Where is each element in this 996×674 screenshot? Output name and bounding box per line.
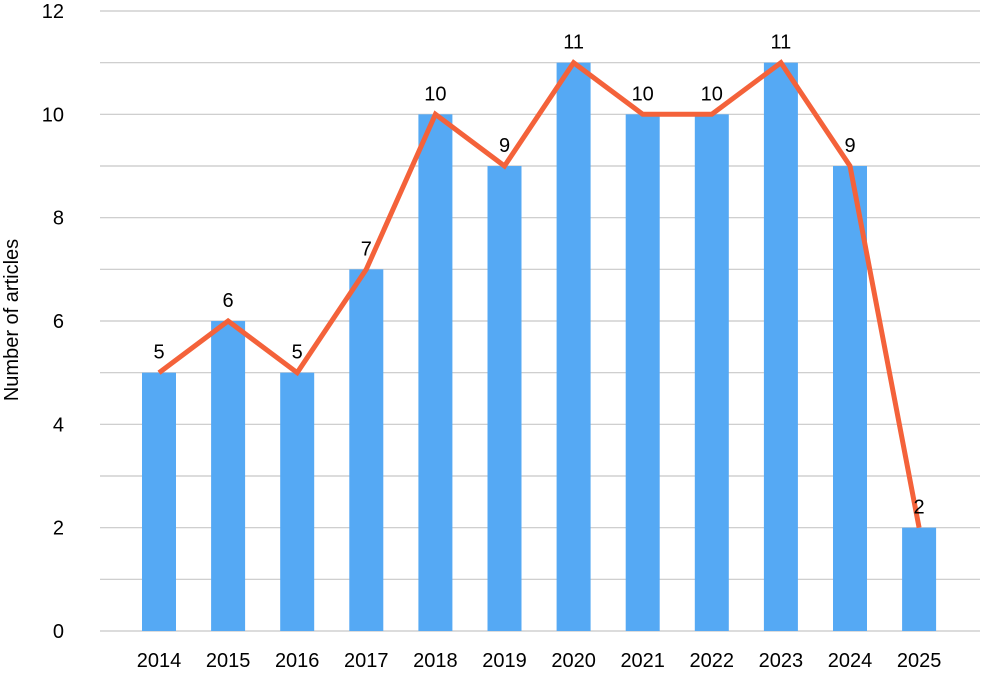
data-labels: 5 6 5 7 10 9 11 10 10 11 9 2 bbox=[153, 32, 924, 519]
x-tick-label-2014: 2014 bbox=[137, 650, 182, 672]
bar-2014 bbox=[142, 372, 176, 631]
data-label-2020: 11 bbox=[563, 32, 584, 54]
bar-2015 bbox=[211, 321, 246, 631]
x-tick-label-2024: 2024 bbox=[828, 650, 873, 672]
y-tick-label: 4 bbox=[53, 414, 64, 436]
x-tick-label-2017: 2017 bbox=[344, 650, 389, 672]
data-label-2019: 9 bbox=[499, 135, 510, 157]
bars bbox=[142, 62, 937, 632]
bar-2021 bbox=[625, 114, 660, 632]
bar-2017 bbox=[349, 269, 384, 631]
data-label-2014: 5 bbox=[153, 342, 164, 364]
bar-2016 bbox=[280, 372, 315, 631]
bar-2022 bbox=[694, 114, 729, 632]
y-tick-label: 10 bbox=[42, 104, 64, 126]
x-tick-label-2022: 2022 bbox=[690, 650, 735, 672]
bar-2019 bbox=[487, 166, 522, 631]
bar-2024 bbox=[833, 166, 867, 631]
y-axis-title: Number of articles bbox=[1, 239, 23, 401]
data-label-2015: 6 bbox=[223, 290, 234, 312]
bar-2025 bbox=[902, 527, 937, 631]
data-label-2024: 9 bbox=[844, 135, 855, 157]
x-tick-label-2021: 2021 bbox=[620, 650, 665, 672]
data-label-2025: 2 bbox=[914, 497, 925, 519]
x-tick-label-2025: 2025 bbox=[897, 650, 942, 672]
trend-line bbox=[157, 59, 922, 529]
bar-2020 bbox=[556, 62, 591, 631]
data-label-2016: 5 bbox=[292, 342, 303, 364]
y-axis-ticks: 0 2 4 6 8 10 12 bbox=[42, 1, 64, 643]
x-tick-label-2019: 2019 bbox=[482, 650, 527, 672]
bar-2023 bbox=[763, 62, 798, 631]
data-label-2023: 11 bbox=[771, 32, 792, 54]
data-label-2017: 7 bbox=[361, 238, 372, 260]
data-label-2022: 10 bbox=[701, 83, 723, 105]
trend-line-group bbox=[157, 59, 922, 529]
y-tick-label: 8 bbox=[53, 208, 64, 230]
y-tick-label: 2 bbox=[53, 518, 64, 540]
y-tick-label: 0 bbox=[53, 621, 64, 643]
x-tick-label-2023: 2023 bbox=[759, 650, 804, 672]
y-tick-label: 6 bbox=[53, 311, 64, 333]
y-tick-label: 12 bbox=[42, 1, 64, 23]
data-label-2021: 10 bbox=[632, 83, 654, 105]
x-axis-ticks: 2014 2015 2016 2017 2018 2019 2020 2021 2022 2023… bbox=[137, 650, 942, 672]
x-tick-label-2015: 2015 bbox=[206, 650, 251, 672]
x-tick-label-2018: 2018 bbox=[413, 650, 458, 672]
x-tick-label-2016: 2016 bbox=[275, 650, 320, 672]
x-tick-label-2020: 2020 bbox=[551, 650, 596, 672]
bar-2018 bbox=[418, 114, 453, 632]
data-label-2018: 10 bbox=[424, 83, 446, 105]
